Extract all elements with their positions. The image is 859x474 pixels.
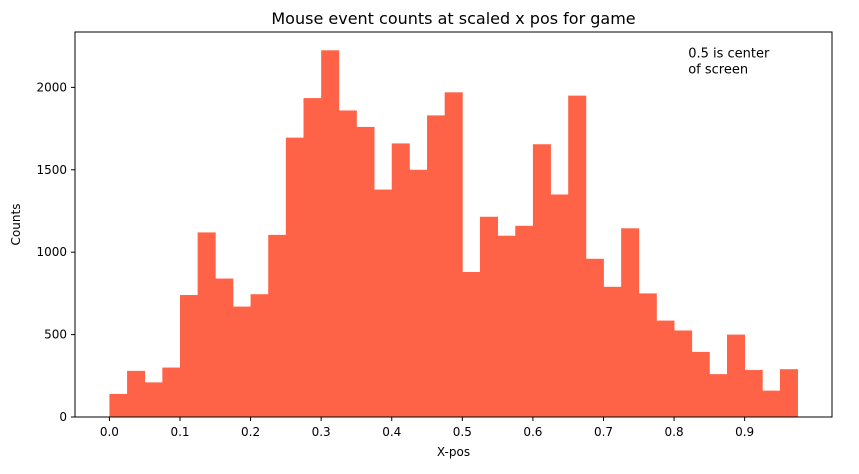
histogram-bar	[179, 295, 199, 417]
y-tick-label: 500	[44, 328, 67, 342]
histogram-bar	[656, 320, 675, 417]
histogram-bar	[779, 369, 798, 417]
histogram-bar	[285, 137, 304, 417]
histogram-bar	[532, 144, 551, 417]
histogram-bar	[603, 286, 622, 417]
x-tick-label: 0.1	[170, 425, 189, 439]
histogram-bar	[162, 367, 181, 417]
x-tick-label: 0.2	[241, 425, 260, 439]
x-tick-label: 0.8	[665, 425, 684, 439]
histogram-bar	[127, 370, 146, 417]
histogram-bar	[374, 189, 393, 417]
histogram-bar	[462, 271, 481, 417]
x-tick-label: 0.0	[100, 425, 119, 439]
histogram-bar	[303, 98, 322, 417]
histogram-bar	[515, 225, 534, 417]
histogram-bar	[568, 95, 587, 417]
x-tick-label: 0.7	[594, 425, 613, 439]
y-axis-label: Counts	[9, 204, 23, 246]
histogram-bar	[621, 228, 640, 417]
histogram-bar	[497, 235, 516, 417]
histogram-bar	[638, 293, 657, 417]
x-tick-label: 0.3	[312, 425, 331, 439]
histogram-bar	[250, 294, 269, 417]
histogram-bar	[444, 92, 463, 418]
x-axis-ticks: 0.0 0.1 0.2 0.3 0.4 0.5 0.6 0.7 0.8 0.9	[100, 417, 754, 439]
y-tick-label: 0	[59, 410, 67, 424]
histogram-bar	[550, 194, 569, 417]
y-tick-label: 2000	[36, 80, 67, 94]
y-tick-label: 1000	[36, 245, 67, 259]
histogram-bar	[391, 143, 410, 418]
histogram-bar	[744, 370, 763, 417]
plot-frame	[74, 31, 833, 418]
y-tick-label: 1500	[36, 163, 67, 177]
histogram-bar	[674, 330, 693, 417]
x-tick-label: 0.9	[735, 425, 754, 439]
histogram-bar	[215, 278, 234, 417]
histogram-bar	[144, 382, 163, 417]
histogram-bar	[709, 374, 728, 417]
histogram-bar	[409, 169, 428, 417]
chart-title: Mouse event counts at scaled x pos for g…	[271, 9, 635, 28]
histogram-bar	[321, 50, 340, 417]
histogram-bar	[197, 232, 216, 417]
histogram-bar	[356, 126, 375, 417]
x-axis-label: X-pos	[437, 445, 470, 459]
histogram-bar	[585, 258, 604, 417]
bars-layer	[109, 50, 798, 418]
y-axis-ticks: 0 500 1000 1500 2000	[36, 80, 75, 424]
x-tick-label: 0.5	[453, 425, 472, 439]
annotation-line: 0.5 is center	[688, 47, 770, 62]
annotation-line: of screen	[688, 63, 748, 78]
histogram-bar	[268, 234, 287, 417]
histogram-bar	[691, 351, 710, 417]
histogram-bar	[727, 334, 746, 417]
histogram-bar	[109, 393, 128, 417]
histogram-bar	[427, 115, 446, 418]
x-tick-label: 0.4	[382, 425, 401, 439]
histogram-bar	[338, 110, 357, 417]
histogram-bar	[479, 216, 499, 417]
annotation-text: 0.5 is center of screen	[688, 47, 773, 78]
x-tick-label: 0.6	[523, 425, 542, 439]
histogram-bar	[762, 390, 781, 417]
histogram-bar	[232, 306, 251, 417]
